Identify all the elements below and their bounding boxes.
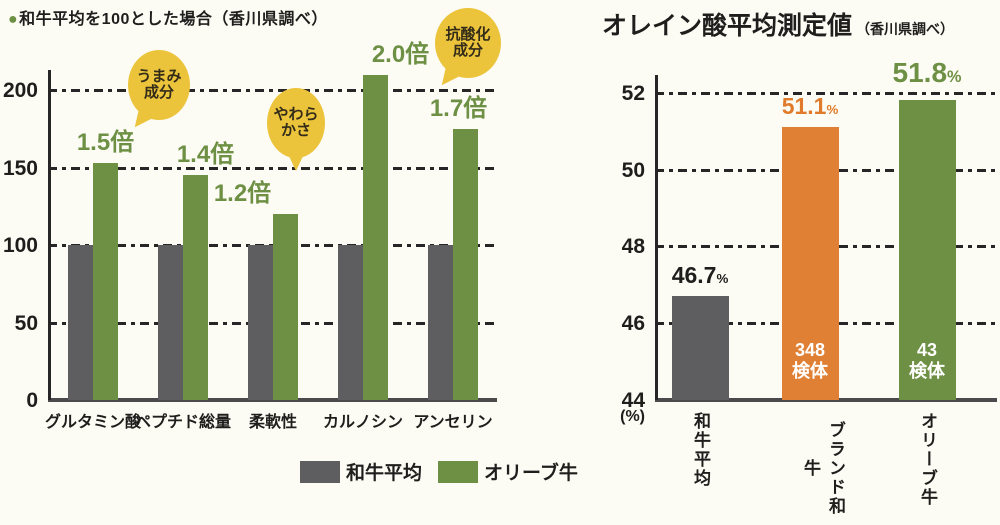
right-ytick-44: 44	[621, 389, 645, 412]
bar-multiplier-label-アンセリン: 1.7倍	[429, 94, 488, 122]
bar-アンセリン-和牛平均	[428, 245, 453, 400]
left-ytick-150: 150	[2, 156, 38, 180]
left-chart-title: ●和牛平均を100とした場合（香川県調べ）	[8, 5, 328, 29]
legend-item-オリーブ牛: オリーブ牛	[438, 458, 578, 485]
category-label-オリーブ牛: オリーブ牛	[918, 412, 937, 507]
legend-label: オリーブ牛	[484, 463, 578, 484]
bubble-tail	[288, 154, 304, 171]
left-ytick-50: 50	[14, 311, 38, 335]
category-label-和牛平均: 和牛平均	[691, 412, 710, 488]
annotation-bubble-やわらかさ: やわら かさ	[267, 88, 325, 171]
right-y-axis	[655, 75, 658, 400]
right-chart-title: オレイン酸平均測定値 （香川県調べ）	[602, 6, 954, 42]
right-ytick-46: 46	[621, 312, 645, 336]
annotation-text: 抗酸化 成分	[445, 25, 491, 59]
legend-item-和牛平均: 和牛平均	[300, 458, 422, 485]
bar-multiplier-label-柔軟性: 1.2倍	[213, 180, 272, 207]
sample-count-label-オリーブ牛: 43 検体	[909, 340, 945, 381]
right-x-axis	[655, 398, 997, 402]
legend-swatch	[438, 460, 479, 483]
bar-ペプチド総量-オリーブ牛	[183, 175, 208, 400]
legend-swatch	[300, 460, 340, 483]
bar-アンセリン-オリーブ牛	[453, 128, 478, 400]
bubble-tail	[435, 66, 459, 91]
annotation-text: やわら かさ	[273, 105, 319, 139]
category-label-ペプチド総量: ペプチド総量	[134, 414, 231, 431]
left-x-axis	[48, 398, 497, 402]
bar-カルノシン-和牛平均	[338, 245, 363, 400]
bar-ペプチド総量-和牛平均	[158, 245, 183, 400]
left-chart-title-text: 和牛平均を100とした場合（香川県調べ）	[19, 11, 328, 28]
bar-オリーブ牛	[898, 100, 956, 400]
sample-count-label-ブランド和牛: 348 検体	[792, 340, 828, 381]
left-ytick-100: 100	[2, 234, 38, 257]
category-label-グルタミン酸: グルタミン酸	[44, 414, 141, 431]
right-ytick-50: 50	[621, 158, 645, 182]
right-ytick-52: 52	[621, 81, 645, 105]
right-chart-title-text: オレイン酸平均測定値	[602, 12, 853, 40]
annotation-bubble-抗酸化成分: 抗酸化 成分	[435, 8, 501, 91]
bar-ブランド和牛	[781, 127, 839, 400]
left-gridline-200	[48, 89, 497, 92]
annotation-bubble-うまみ成分: うまみ 成分	[128, 50, 190, 133]
left-y-axis	[48, 70, 51, 400]
value-label-和牛平均: 46.7%	[671, 262, 729, 289]
bar-multiplier-label-グルタミン酸: 1.5倍	[76, 128, 135, 156]
left-ytick-0: 0	[26, 389, 38, 412]
right-gridline-52	[655, 91, 997, 95]
value-label-ブランド和牛: 51.1%	[781, 93, 839, 120]
bar-グルタミン酸-オリーブ牛	[93, 162, 118, 400]
legend-label: 和牛平均	[346, 463, 423, 484]
right-ytick-48: 48	[621, 235, 645, 259]
category-label-アンセリン: アンセリン	[413, 414, 493, 431]
bar-和牛平均	[671, 296, 729, 400]
category-label-カルノシン: カルノシン	[322, 414, 403, 431]
left-gridline-150	[48, 166, 497, 170]
right-chart-title-note: （香川県調べ）	[856, 21, 955, 37]
value-label-オリーブ牛: 51.8%	[892, 57, 962, 89]
bullet-icon: ●	[8, 11, 19, 28]
legend: 和牛平均 オリーブ牛	[300, 458, 578, 485]
bar-グルタミン酸-和牛平均	[68, 245, 93, 400]
left-ytick-200: 200	[2, 79, 38, 102]
right-y-axis-unit: (%)	[620, 408, 645, 425]
category-label-ブランド和牛: ブランド和牛	[801, 421, 845, 516]
bar-multiplier-label-カルノシン: 2.0倍	[371, 40, 430, 68]
bar-柔軟性-和牛平均	[248, 245, 273, 400]
bar-multiplier-label-ペプチド総量: 1.4倍	[176, 141, 235, 169]
bar-柔軟性-オリーブ牛	[273, 214, 298, 400]
bar-カルノシン-オリーブ牛	[363, 74, 388, 400]
annotation-text: うまみ 成分	[136, 67, 182, 101]
category-label-柔軟性: 柔軟性	[248, 414, 297, 431]
